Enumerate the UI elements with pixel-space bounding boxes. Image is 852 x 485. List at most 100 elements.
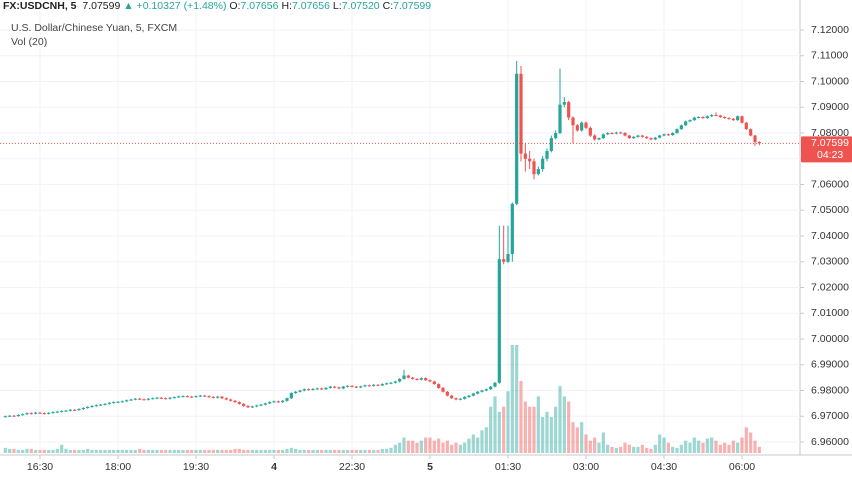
ohlc-value: 7.07520	[341, 0, 380, 12]
candle-body	[606, 133, 610, 135]
candle-body	[493, 382, 497, 387]
candle-body	[172, 397, 176, 399]
volume-bar	[432, 440, 436, 453]
candle-body	[151, 398, 155, 400]
volume-bar	[164, 449, 168, 453]
volume-bar	[515, 345, 519, 453]
volume-bar	[298, 449, 302, 453]
volume-bar	[532, 406, 536, 453]
candle-body	[168, 397, 172, 399]
volume-bar	[723, 442, 727, 453]
countdown: 04:23	[817, 149, 843, 161]
volume-bar	[16, 449, 20, 453]
candle-body	[744, 122, 748, 130]
volume-bar	[103, 449, 107, 453]
candle-body	[623, 133, 627, 136]
candle-body	[411, 377, 415, 379]
candle-body	[250, 406, 254, 408]
volume-bar	[640, 444, 644, 453]
volume-bar	[558, 386, 562, 453]
volume-bar	[649, 448, 653, 453]
volume-bar	[250, 449, 254, 453]
volume-bar	[159, 449, 163, 453]
candle-body	[363, 385, 367, 387]
candle-body	[705, 116, 709, 119]
chart-title: U.S. Dollar/Chinese Yuan, 5, FXCM	[11, 22, 178, 34]
volume-bar	[302, 449, 306, 453]
volume-bar	[155, 449, 159, 453]
candle-body	[731, 118, 735, 121]
ohlc-value: 7.07656	[240, 0, 279, 12]
candle-body	[571, 117, 575, 126]
volume-bar	[610, 446, 614, 453]
y-tick-label: 7.08000	[811, 127, 849, 139]
volume-bar	[458, 444, 462, 453]
candle-body	[242, 403, 246, 406]
volume-bar	[68, 449, 72, 453]
volume-bar	[185, 449, 189, 453]
volume-bar	[172, 449, 176, 453]
subtitle-block: U.S. Dollar/Chinese Yuan, 5, FXCM Vol (2…	[11, 21, 177, 49]
candle-body	[220, 396, 224, 399]
candle-body	[86, 406, 90, 409]
volume-bar	[181, 449, 185, 453]
volume-bar	[285, 448, 289, 453]
volume-bar	[571, 422, 575, 453]
volume-bar	[146, 449, 150, 453]
candle-body	[675, 129, 679, 133]
candle-body	[640, 135, 644, 137]
volume-bar	[255, 449, 259, 453]
candle-body	[757, 142, 761, 144]
volume-bar	[242, 449, 246, 453]
candle-body	[138, 398, 142, 400]
volume-bar	[584, 434, 588, 453]
volume-bar	[710, 437, 714, 453]
candles	[3, 60, 761, 418]
x-tick-label: 4	[271, 461, 277, 473]
volume-bar	[112, 449, 116, 453]
volume-bar	[684, 440, 688, 453]
volume-bar	[237, 448, 241, 453]
volume-bar	[320, 449, 324, 453]
ohlc-label: H:	[281, 0, 292, 12]
volume-bar	[476, 437, 480, 453]
candle-body	[549, 138, 553, 152]
candle-body	[532, 161, 536, 175]
candle-body	[619, 132, 623, 134]
volume-bar	[34, 449, 38, 453]
volume-bar	[142, 449, 146, 453]
volume-bar	[168, 449, 172, 453]
candle-body	[181, 396, 185, 398]
x-tick-label: 18:00	[105, 461, 131, 473]
volume-bar	[354, 449, 358, 453]
candle-body	[380, 384, 384, 386]
candle-body	[437, 384, 441, 388]
candle-body	[723, 117, 727, 119]
volume-bar	[549, 417, 553, 453]
volume-bar	[341, 449, 345, 453]
volume-bar	[51, 449, 55, 453]
candle-body	[701, 117, 705, 119]
volume-bar	[133, 449, 137, 453]
volume-bar	[614, 447, 618, 453]
candle-body	[8, 415, 12, 417]
volume-bar	[333, 449, 337, 453]
candle-body	[246, 405, 250, 408]
volume-bar	[688, 442, 692, 453]
candle-body	[671, 133, 675, 136]
candle-body	[263, 403, 267, 405]
candle-body	[697, 117, 701, 119]
volume-bar	[25, 448, 29, 453]
volume-bar	[337, 449, 341, 453]
candle-body	[415, 378, 419, 380]
volume-bar	[38, 449, 42, 453]
volume-bar	[224, 449, 228, 453]
volume-bar	[692, 437, 696, 453]
symbol: FX:USDCNH, 5	[3, 0, 77, 12]
candle-body	[601, 134, 605, 139]
x-tick-label: 03:00	[573, 461, 599, 473]
volume-bar	[411, 440, 415, 453]
volume-bar	[367, 449, 371, 453]
